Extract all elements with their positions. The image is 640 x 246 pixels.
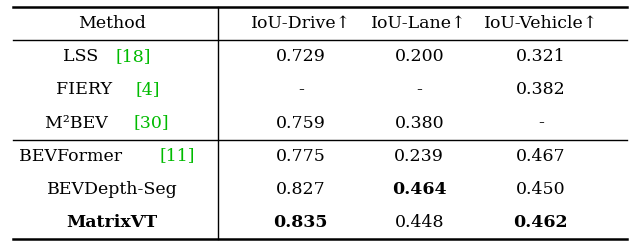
Text: 0.450: 0.450 xyxy=(516,181,566,198)
Text: -: - xyxy=(416,81,422,98)
Text: 0.239: 0.239 xyxy=(394,148,444,165)
Text: MatrixVT: MatrixVT xyxy=(67,214,157,231)
Text: [18]: [18] xyxy=(115,48,151,65)
Text: 0.759: 0.759 xyxy=(276,114,326,132)
Text: 0.729: 0.729 xyxy=(276,48,326,65)
Text: LSS: LSS xyxy=(63,48,104,65)
Text: IoU-Vehicle↑: IoU-Vehicle↑ xyxy=(484,15,598,32)
Text: BEVDepth-Seg: BEVDepth-Seg xyxy=(47,181,177,198)
Text: -: - xyxy=(538,114,544,132)
Text: 0.448: 0.448 xyxy=(394,214,444,231)
Text: [30]: [30] xyxy=(133,114,169,132)
Text: [4]: [4] xyxy=(136,81,161,98)
Text: 0.321: 0.321 xyxy=(516,48,566,65)
Text: M²BEV: M²BEV xyxy=(45,114,113,132)
Text: IoU-Lane↑: IoU-Lane↑ xyxy=(371,15,467,32)
Text: 0.827: 0.827 xyxy=(276,181,326,198)
Text: [11]: [11] xyxy=(159,148,195,165)
Text: 0.380: 0.380 xyxy=(394,114,444,132)
Text: BEVFormer: BEVFormer xyxy=(19,148,127,165)
Text: 0.775: 0.775 xyxy=(276,148,326,165)
Text: 0.462: 0.462 xyxy=(513,214,568,231)
Text: 0.382: 0.382 xyxy=(516,81,566,98)
Text: 0.467: 0.467 xyxy=(516,148,566,165)
Text: IoU-Drive↑: IoU-Drive↑ xyxy=(251,15,351,32)
Text: 0.464: 0.464 xyxy=(392,181,447,198)
Text: FIERY: FIERY xyxy=(56,81,118,98)
Text: 0.835: 0.835 xyxy=(273,214,328,231)
Text: Method: Method xyxy=(78,15,146,32)
Text: -: - xyxy=(298,81,304,98)
Text: 0.200: 0.200 xyxy=(394,48,444,65)
